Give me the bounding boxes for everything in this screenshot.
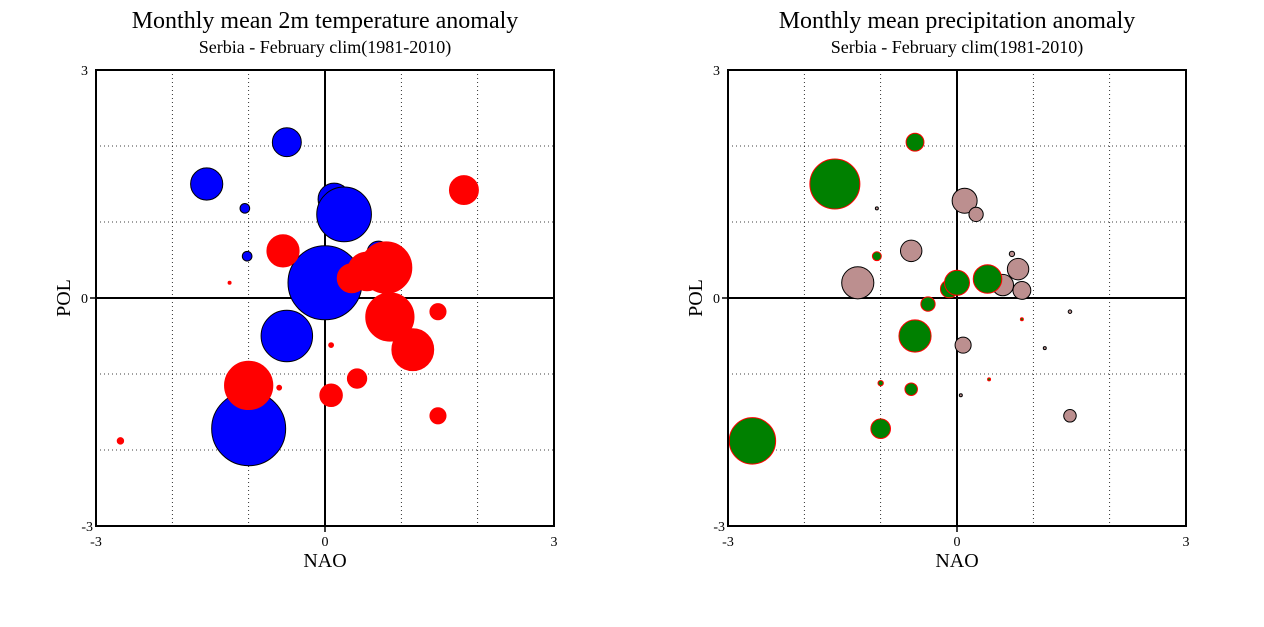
y-tick-label-middle: 0	[81, 292, 88, 307]
data-point-positive	[266, 234, 300, 268]
data-point-negative	[874, 206, 879, 211]
data-point-negative	[841, 266, 875, 300]
precipitation-scatter-chart: Monthly mean precipitation anomaly Serbi…	[685, 8, 1190, 572]
temperature-chart-panel: Monthly mean 2m temperature anomaly Serb…	[0, 0, 632, 622]
data-point-negative	[968, 206, 984, 223]
data-point-positive	[904, 382, 918, 396]
x-tick-label-middle: 0	[954, 535, 961, 550]
data-point-positive	[448, 175, 479, 206]
data-point-negative	[1012, 280, 1032, 300]
plot-area	[90, 69, 555, 532]
data-point-positive	[920, 296, 936, 312]
data-point-negative	[239, 202, 251, 214]
y-axis-title: POL	[685, 279, 707, 317]
data-point-positive	[905, 132, 925, 152]
data-point-positive	[898, 319, 932, 353]
y-tick-label-middle: 0	[713, 292, 720, 307]
y-tick-label-bottom: -3	[713, 520, 725, 535]
data-point-positive	[391, 328, 435, 372]
y-tick-label-top: 3	[713, 64, 720, 79]
data-point-negative	[241, 250, 253, 262]
data-point-positive	[877, 379, 884, 387]
chart-subtitle: Serbia - February clim(1981-2010)	[831, 37, 1083, 58]
x-tick-label-right: 3	[551, 535, 558, 550]
data-point-positive	[328, 342, 335, 349]
chart-title: Monthly mean 2m temperature anomaly	[132, 8, 519, 34]
x-axis-title: NAO	[303, 550, 346, 572]
data-point-positive	[276, 384, 283, 391]
data-point-positive	[870, 418, 891, 440]
data-point-negative	[954, 336, 972, 354]
data-point-positive	[346, 368, 368, 389]
data-point-positive	[972, 264, 1003, 294]
data-point-positive	[365, 292, 415, 342]
data-point-negative	[958, 393, 963, 398]
data-point-negative	[190, 167, 224, 201]
x-tick-label-right: 3	[1183, 535, 1190, 550]
x-tick-label-middle: 0	[322, 535, 329, 550]
x-tick-label-left: -3	[90, 535, 102, 550]
data-point-positive	[429, 303, 447, 321]
data-point-positive	[227, 280, 232, 285]
data-point-negative	[271, 127, 302, 158]
data-point-negative	[1008, 250, 1016, 258]
data-point-negative	[316, 186, 372, 243]
precipitation-chart-panel: Monthly mean precipitation anomaly Serbi…	[632, 0, 1264, 622]
data-point-negative	[1067, 309, 1073, 314]
data-point-positive	[1019, 317, 1024, 322]
data-point-negative	[260, 309, 314, 363]
chart-subtitle: Serbia - February clim(1981-2010)	[199, 37, 451, 58]
data-point-negative	[899, 239, 923, 263]
data-point-positive	[809, 158, 861, 210]
data-point-positive	[728, 417, 777, 465]
data-point-negative	[1006, 257, 1030, 281]
y-tick-label-bottom: -3	[81, 520, 93, 535]
data-point-positive	[359, 241, 413, 294]
data-point-positive	[224, 360, 274, 411]
data-point-positive	[871, 251, 882, 262]
plot-area	[722, 69, 1187, 532]
x-axis-title: NAO	[935, 550, 978, 572]
data-point-positive	[116, 437, 125, 445]
data-point-positive	[944, 269, 970, 296]
data-point-negative	[951, 187, 978, 214]
data-point-positive	[319, 383, 343, 408]
x-tick-label-left: -3	[722, 535, 734, 550]
data-point-negative	[1042, 346, 1047, 351]
chart-title: Monthly mean precipitation anomaly	[779, 8, 1136, 34]
data-point-negative	[1063, 409, 1077, 423]
temperature-scatter-chart: Monthly mean 2m temperature anomaly Serb…	[53, 8, 558, 572]
y-tick-label-top: 3	[81, 64, 88, 79]
data-point-positive	[429, 407, 447, 425]
y-axis-title: POL	[53, 279, 75, 317]
data-point-positive	[987, 377, 992, 382]
